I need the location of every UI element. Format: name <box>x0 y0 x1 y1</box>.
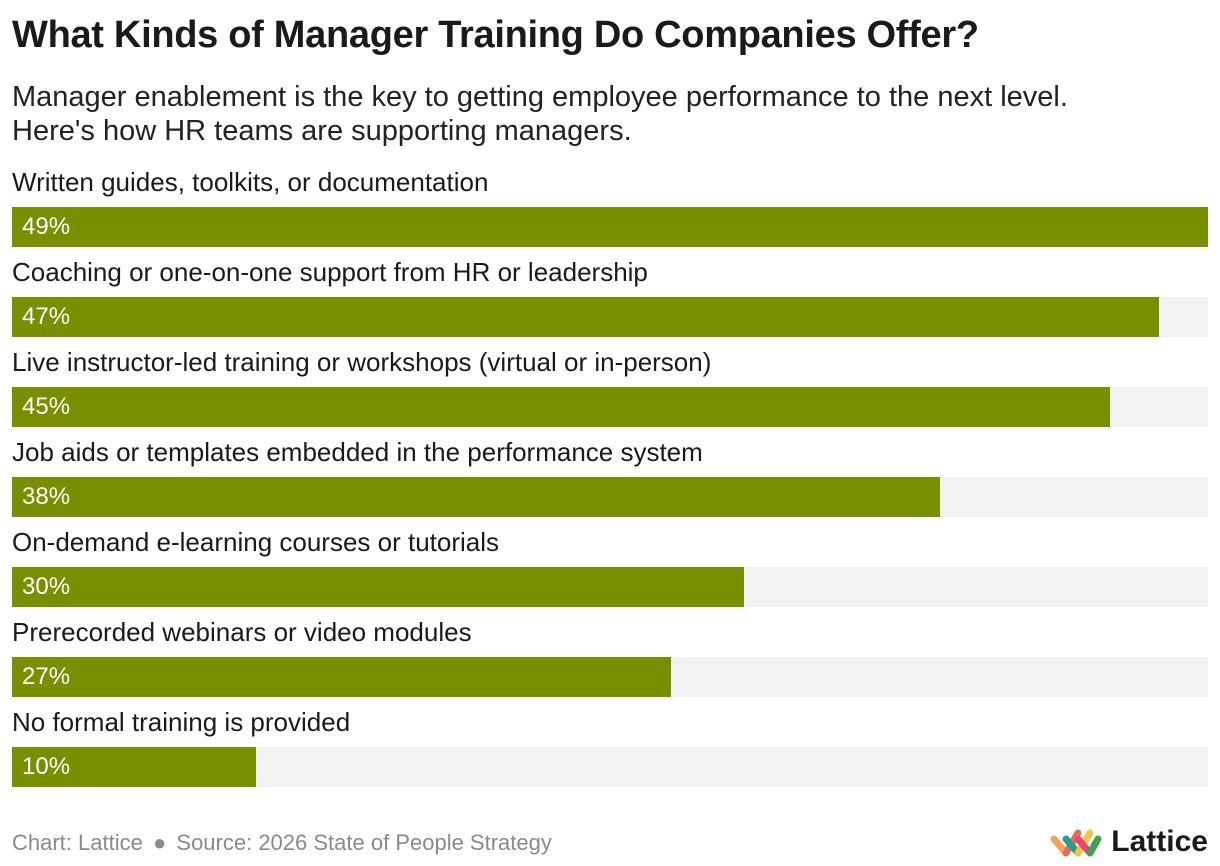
subtitle-line-1: Manager enablement is the key to getting… <box>12 81 1068 113</box>
chart-title: What Kinds of Manager Training Do Compan… <box>12 14 979 56</box>
separator-dot: ● <box>152 830 167 855</box>
bar-value-label: 47% <box>22 303 71 330</box>
bar-track: 38% <box>12 477 1208 517</box>
bar-value-label: 45% <box>22 393 71 420</box>
bar-row: No formal training is provided 10% <box>12 706 1208 796</box>
category-label: On-demand e-learning courses or tutorial… <box>12 527 500 557</box>
bar-value-label: 49% <box>22 213 71 240</box>
bar: 10% <box>12 747 257 787</box>
bar: 30% <box>12 567 745 607</box>
bar-row: Prerecorded webinars or video modules 27% <box>12 616 1208 706</box>
subtitle-line-2: Here's how HR teams are supporting manag… <box>12 115 632 147</box>
bar-value-label: 38% <box>22 483 71 510</box>
category-label: Coaching or one-on-one support from HR o… <box>12 257 648 287</box>
category-label: Written guides, toolkits, or documentati… <box>12 167 489 197</box>
bar-value-label: 30% <box>22 573 71 600</box>
bar-row: Live instructor-led training or workshop… <box>12 346 1208 436</box>
category-label: Prerecorded webinars or video modules <box>12 617 472 647</box>
chart-footer: Chart: Lattice ● Source: 2026 State of P… <box>12 830 552 856</box>
bar-value-label: 27% <box>22 663 71 690</box>
category-label: No formal training is provided <box>12 707 351 737</box>
bar: 38% <box>12 477 940 517</box>
category-label: Job aids or templates embedded in the pe… <box>12 437 703 467</box>
bar-row: On-demand e-learning courses or tutorial… <box>12 526 1208 616</box>
bar-track: 30% <box>12 567 1208 607</box>
bar-track: 45% <box>12 387 1208 427</box>
bar-track: 10% <box>12 747 1208 787</box>
bar-track: 49% <box>12 207 1208 247</box>
chart-source: Source: 2026 State of People Strategy <box>176 830 552 855</box>
bar: 49% <box>12 207 1208 247</box>
bar: 27% <box>12 657 672 697</box>
logo-text: Lattice <box>1111 825 1208 858</box>
lattice-logo: Lattice <box>1049 822 1208 862</box>
bar: 47% <box>12 297 1160 337</box>
bar-track: 27% <box>12 657 1208 697</box>
bar: 45% <box>12 387 1111 427</box>
lattice-logo-icon <box>1050 829 1102 857</box>
bar-track: 47% <box>12 297 1208 337</box>
category-label: Live instructor-led training or workshop… <box>12 347 712 377</box>
bar-value-label: 10% <box>22 753 71 780</box>
bar-row: Coaching or one-on-one support from HR o… <box>12 256 1208 346</box>
bar-row: Job aids or templates embedded in the pe… <box>12 436 1208 526</box>
bar-row: Written guides, toolkits, or documentati… <box>12 166 1208 256</box>
chart-subtitle: Manager enablement is the key to getting… <box>12 80 1212 148</box>
chart-credit: Chart: Lattice <box>12 830 143 855</box>
